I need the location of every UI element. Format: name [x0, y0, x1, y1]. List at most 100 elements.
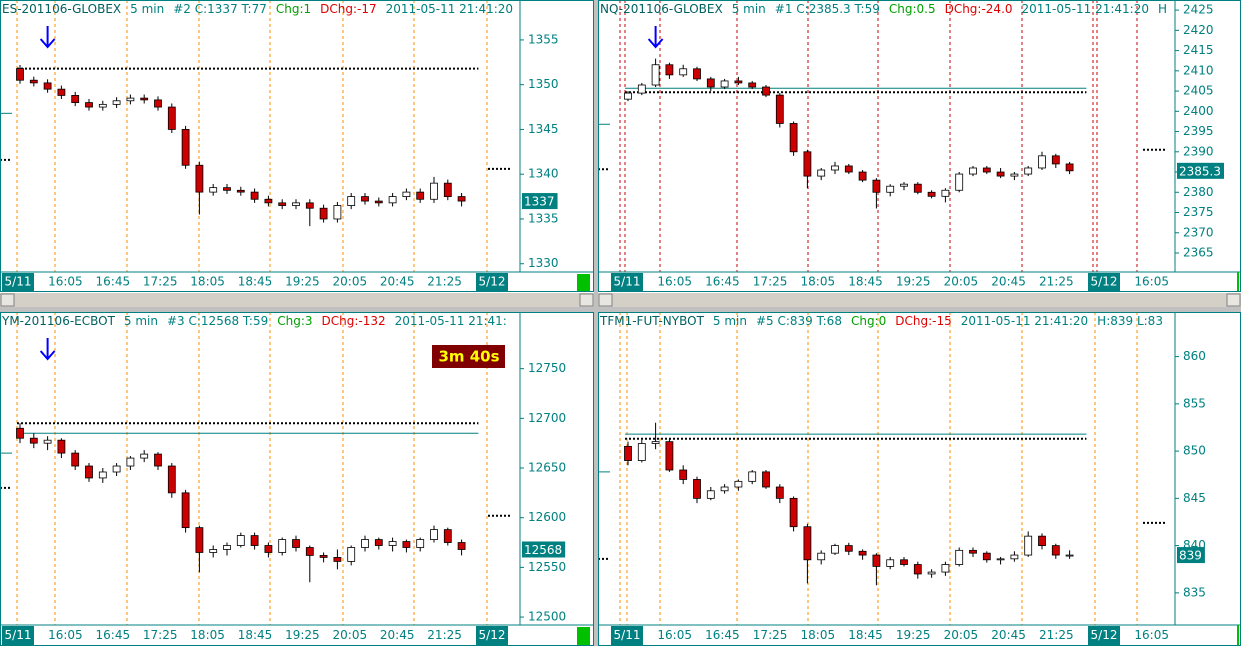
candle-body: [278, 202, 287, 206]
header-item: Chg:0: [851, 314, 886, 328]
scrollbar[interactable]: [0, 293, 594, 307]
y-tick-label: 855: [1183, 396, 1206, 410]
y-tick-label: 2415: [1183, 43, 1214, 57]
candle-body: [181, 129, 190, 166]
x-tick-label: 19:25: [896, 275, 931, 289]
candle-body: [706, 490, 715, 499]
candle-body: [789, 123, 798, 153]
candle-body: [154, 453, 162, 467]
x-tick-label: 16:05: [48, 628, 83, 642]
header-item: 2011-05-11 21:41:20: [961, 314, 1088, 328]
x-tick-label: 18:05: [801, 628, 836, 642]
entry-arrow-head: [39, 38, 56, 49]
candle-body: [624, 92, 632, 100]
candle-body: [775, 94, 784, 124]
y-tick-label: 12600: [528, 510, 566, 524]
y-tick-label: 12700: [528, 411, 566, 425]
header-item: NQ-201106-GLOBEX: [600, 2, 723, 16]
candle-body: [1065, 554, 1074, 557]
candle-body: [831, 545, 839, 554]
scroll-left[interactable]: [0, 293, 15, 307]
header-item: 5 min: [732, 2, 766, 16]
candle-body: [789, 497, 798, 528]
header-item: YM-201106-ECBOT: [1, 314, 116, 328]
date-label-box: [611, 273, 643, 291]
candle-body: [29, 79, 38, 84]
pane-splitter[interactable]: [0, 307, 1241, 312]
y-tick-label: 1330: [528, 256, 559, 270]
candle-body: [982, 552, 991, 561]
candle-body: [57, 439, 66, 454]
price-label: 1337: [524, 195, 555, 209]
y-tick-label: 2380: [1183, 185, 1214, 199]
y-tick-label: 1345: [528, 122, 559, 136]
y-tick-label: 2365: [1183, 245, 1214, 259]
price-label-box: [1177, 547, 1205, 564]
candle-body: [347, 196, 356, 206]
x-tick-label: 20:45: [991, 275, 1026, 289]
x-tick-label: 20:05: [944, 628, 979, 642]
x-tick-label: 17:25: [753, 275, 788, 289]
candle-body: [112, 465, 121, 473]
header-item: #2 C:1337 T:77: [173, 2, 267, 16]
candle-body: [996, 558, 1005, 561]
y-tick-label: 845: [1183, 491, 1206, 505]
price-label: 12568: [524, 543, 562, 557]
candle-body: [181, 492, 190, 529]
scroll-right[interactable]: [579, 293, 594, 307]
candle-body: [71, 452, 80, 467]
y-tick-label: 2395: [1183, 124, 1214, 138]
pane-splitter[interactable]: [594, 0, 598, 646]
candle-body: [955, 173, 964, 191]
candle-body: [927, 191, 936, 197]
header-item: 5 min: [713, 314, 747, 328]
x-tick-label: 18:45: [848, 275, 883, 289]
candle-body: [858, 550, 867, 556]
y-tick-label: 1335: [528, 211, 559, 225]
chart-pane: TFM1-FUT-NYBOT 5 min #5 C:839 T:68 Chg:0 DCh…: [598, 312, 1241, 646]
candle-body: [112, 100, 121, 105]
scroll-right[interactable]: [1226, 293, 1241, 307]
header-item: H:839 L:83: [1097, 314, 1163, 328]
candle-body: [195, 527, 204, 553]
x-tick-label: 21:25: [427, 628, 462, 642]
x-tick-label: 18:05: [190, 275, 225, 289]
candle-body: [388, 196, 397, 204]
candle-body: [361, 539, 369, 548]
candle-body: [333, 205, 342, 220]
candle-body: [167, 465, 176, 494]
candle-body: [637, 84, 646, 94]
candle-body: [969, 549, 977, 554]
price-label-box: [1177, 162, 1224, 179]
x-tick-label: 5/11: [614, 628, 641, 642]
candle-body: [941, 189, 950, 197]
y-tick-label: 2420: [1183, 23, 1214, 37]
scrollbar[interactable]: [598, 293, 1241, 307]
date-label-box: [1088, 626, 1120, 645]
plot-area: TFM1-FUT-NYBOT 5 min #5 C:839 T:68 Chg:0 DCh…: [598, 312, 1165, 625]
price-label: 2385.3: [1179, 164, 1221, 178]
y-tick-label: 850: [1183, 444, 1206, 458]
header-item: 2011-05-11 21:41:20: [386, 2, 513, 16]
candle-body: [430, 529, 438, 540]
chart-header: YM-201106-ECBOT 5 min #3 C:12568 T:59 Chg:3…: [1, 314, 507, 328]
candle-body: [1038, 155, 1046, 169]
y-tick-label: 2390: [1183, 144, 1214, 158]
header-item: Chg:3: [277, 314, 312, 328]
candle-body: [651, 441, 660, 444]
scroll-left[interactable]: [598, 293, 613, 307]
chart-pane: YM-201106-ECBOT 5 min #3 C:12568 T:59 Chg:3…: [0, 312, 594, 646]
candle-body: [996, 171, 1005, 177]
candle-body: [1010, 554, 1019, 560]
candle-body: [900, 559, 908, 565]
x-tick-label: 18:05: [190, 628, 225, 642]
candle-body: [941, 564, 950, 573]
candle-body: [416, 191, 425, 200]
plot-area: NQ-201106-GLOBEX 5 min #1 C:2385.3 T:59 Chg…: [598, 0, 1167, 272]
candle-body: [1065, 163, 1074, 172]
candle-body: [886, 559, 895, 567]
candle-body: [333, 557, 342, 562]
date-label-box: [611, 626, 643, 645]
candle-body: [1038, 535, 1046, 547]
